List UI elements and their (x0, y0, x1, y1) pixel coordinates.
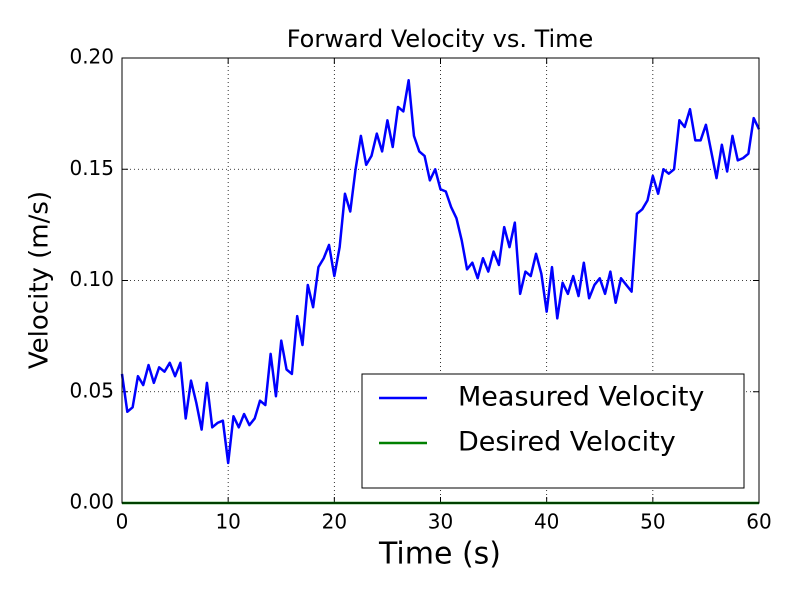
y-tick-label: 0.00 (69, 490, 114, 514)
x-tick-label: 40 (534, 510, 559, 534)
y-tick-label: 0.20 (69, 45, 114, 69)
x-tick-label: 50 (640, 510, 665, 534)
legend-label: Desired Velocity (458, 427, 676, 458)
chart-title: Forward Velocity vs. Time (287, 25, 594, 53)
y-tick-label: 0.15 (69, 156, 114, 180)
plot-frame (121, 57, 760, 504)
x-tick-label: 30 (428, 510, 453, 534)
legend-box (361, 373, 745, 489)
x-tick-label: 0 (116, 510, 129, 534)
y-axis-label: Velocity (m/s) (25, 191, 55, 369)
y-tick-label: 0.10 (69, 267, 114, 291)
data-line (120, 79, 761, 465)
x-axis-label: Time (s) (378, 537, 501, 572)
legend-label: Measured Velocity (458, 382, 704, 413)
y-tick-label: 0.05 (69, 378, 114, 402)
x-tick-label: 20 (322, 510, 347, 534)
x-tick-label: 10 (215, 510, 240, 534)
x-tick-label: 60 (746, 510, 771, 534)
legend: Measured Velocity Desired Velocity (361, 373, 745, 489)
